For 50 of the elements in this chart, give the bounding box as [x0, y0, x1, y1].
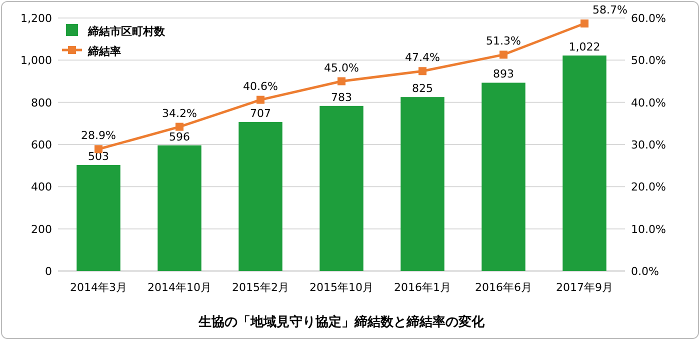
y-tick-label: 1,000 — [20, 54, 52, 68]
point — [418, 67, 426, 76]
y-tick-label: 0 — [45, 265, 52, 278]
bar — [238, 122, 282, 271]
y-tick-label: 400 — [31, 180, 52, 194]
data-label: 34.2% — [162, 106, 197, 120]
y2-tick-label: 10.0% — [631, 222, 666, 236]
data-label: 28.9% — [81, 129, 116, 142]
y-tick-label: 800 — [31, 96, 52, 110]
y2-tick-label: 50.0% — [631, 54, 666, 68]
y2-tick-label: 60.0% — [631, 12, 666, 25]
data-label: 596 — [169, 130, 190, 144]
y2-tick-label: 0.0% — [631, 265, 659, 278]
legend-label: 締結市区町村数 — [87, 25, 166, 38]
y2-tick-label: 40.0% — [631, 96, 666, 110]
y2-tick-label: 20.0% — [631, 180, 666, 194]
y2-tick-label: 30.0% — [631, 138, 666, 152]
data-label: 1,022 — [568, 40, 600, 54]
bar — [562, 56, 606, 271]
data-label: 47.4% — [405, 51, 440, 64]
data-label: 707 — [250, 106, 271, 120]
point — [338, 77, 346, 86]
x-tick-label: 2014年10月 — [148, 281, 212, 294]
y-tick-label: 200 — [31, 222, 52, 236]
bar — [320, 106, 364, 271]
data-label: 40.6% — [243, 80, 278, 93]
bar — [400, 97, 444, 271]
text: 生協の「地域見守り協定」締結数と締結率の変化 — [198, 314, 486, 330]
bar — [158, 145, 202, 271]
x-tick-label: 2014年3月 — [70, 281, 127, 294]
y-tick-label: 1,200 — [20, 12, 52, 25]
legend-label: 締結率 — [87, 45, 121, 58]
bar — [482, 82, 526, 271]
data-label: 51.3% — [486, 34, 521, 48]
point — [176, 122, 184, 131]
point — [256, 96, 264, 104]
y-tick-label: 600 — [31, 138, 52, 152]
data-label: 58.7% — [592, 3, 628, 16]
data-label: 783 — [331, 90, 352, 104]
data-label: 825 — [412, 82, 433, 96]
data-label: 45.0% — [324, 61, 359, 74]
x-tick-label: 2016年1月 — [394, 281, 451, 294]
x-tick-label: 2015年10月 — [310, 281, 374, 294]
x-tick-label: 2016年6月 — [475, 281, 532, 294]
point — [500, 50, 508, 59]
data-label: 893 — [493, 68, 514, 81]
point — [580, 19, 588, 28]
x-tick-label: 2015年2月 — [232, 281, 289, 294]
x-tick-label: 2017年9月 — [556, 281, 613, 294]
bar — [76, 164, 120, 271]
